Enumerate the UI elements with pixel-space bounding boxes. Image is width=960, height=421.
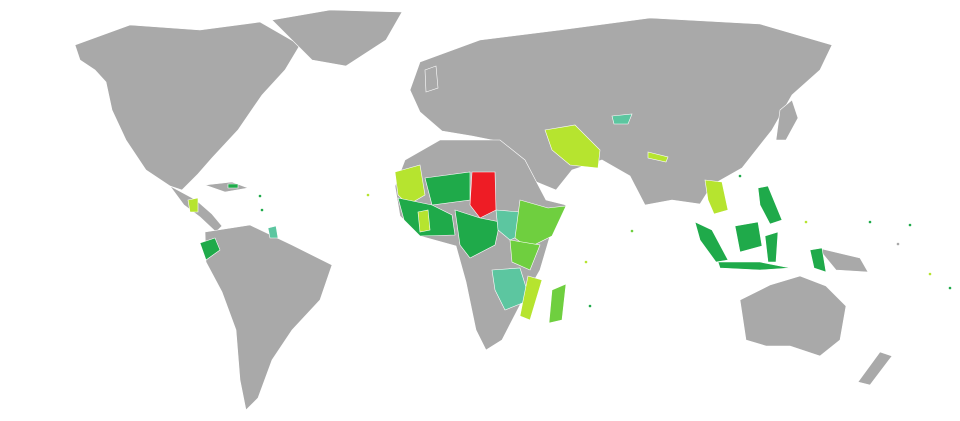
east-africa	[509, 239, 541, 271]
island	[588, 304, 592, 308]
island	[868, 220, 872, 224]
south-america	[204, 224, 333, 411]
mali	[394, 164, 426, 206]
chad	[469, 171, 497, 219]
land	[74, 9, 893, 411]
australia	[739, 275, 847, 357]
sulawesi-papua	[764, 231, 779, 263]
ecuador	[199, 237, 221, 261]
niger	[424, 171, 471, 206]
uk	[424, 65, 439, 93]
papua	[809, 247, 827, 273]
mozambique	[519, 275, 543, 321]
island	[928, 272, 932, 276]
ghana	[417, 209, 431, 233]
indonesia-west	[694, 221, 729, 263]
island	[908, 223, 912, 227]
japan	[775, 99, 799, 141]
north-america	[74, 21, 301, 191]
southern-east-africa	[491, 267, 531, 311]
island	[630, 229, 634, 233]
island	[896, 242, 900, 246]
borneo	[734, 221, 763, 253]
iran	[544, 124, 601, 169]
new-guinea	[817, 247, 869, 273]
java-chain	[717, 261, 791, 271]
central-africa	[454, 209, 501, 259]
kyrgyzstan	[611, 113, 633, 125]
haiti	[227, 183, 239, 189]
caribbean	[204, 181, 250, 193]
nicaragua	[187, 197, 199, 213]
island	[948, 286, 952, 290]
island	[366, 193, 370, 197]
indochina	[704, 179, 729, 215]
island	[258, 194, 262, 198]
new-zealand	[857, 351, 893, 386]
highlighted-countries	[187, 113, 952, 324]
madagascar	[548, 283, 567, 324]
guyana	[267, 225, 279, 239]
island	[804, 220, 808, 224]
island	[738, 174, 742, 178]
island	[260, 208, 264, 212]
greenland	[271, 9, 403, 67]
nepal	[647, 151, 669, 163]
island	[584, 260, 588, 264]
horn-of-africa	[514, 199, 567, 249]
philippines	[757, 185, 783, 225]
